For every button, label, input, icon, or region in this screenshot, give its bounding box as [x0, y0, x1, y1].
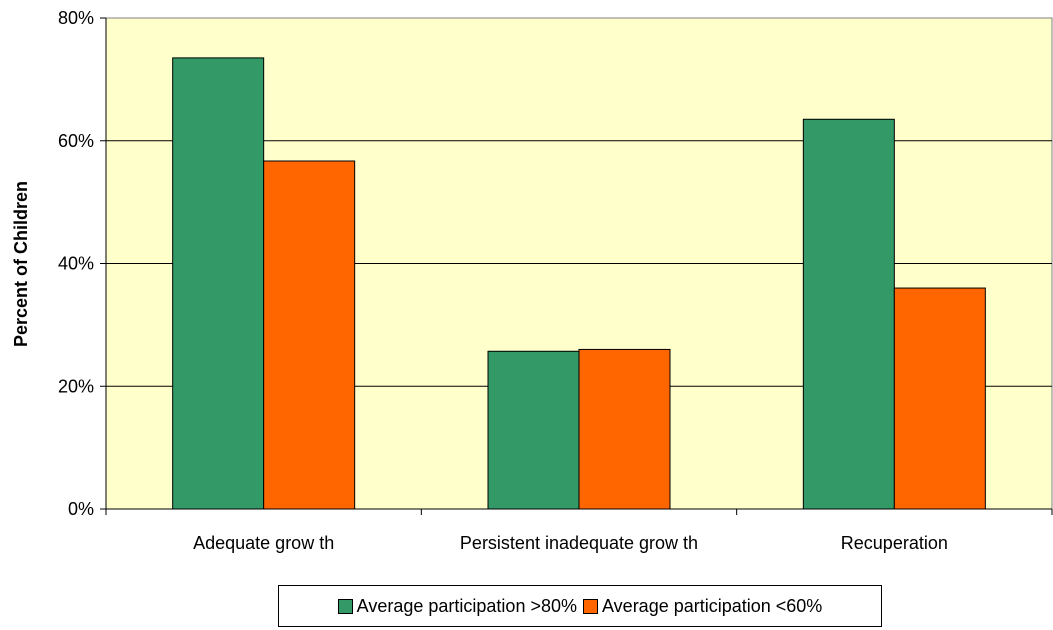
- y-tick-label: 40%: [58, 254, 94, 274]
- legend-label-series-1: Average participation >80%: [356, 595, 577, 616]
- bar-series-2-3: [893, 287, 986, 510]
- y-tick-label: 80%: [58, 8, 94, 28]
- legend-label-series-2: Average participation <60%: [602, 595, 823, 616]
- legend: Average participation >80% Average parti…: [278, 585, 882, 627]
- bars: [172, 57, 986, 510]
- legend-item-series-2: Average participation <60%: [583, 596, 822, 617]
- x-ticks: Adequate grow th Persistent inadequate gr…: [105, 509, 1053, 553]
- y-tick-label: 0%: [68, 499, 94, 519]
- legend-item-series-1: Average participation >80%: [337, 595, 577, 617]
- legend-swatch-series-2: [583, 598, 598, 614]
- y-ticks: 0% 20% 40% 60% 80%: [58, 8, 106, 519]
- bar-series-2-2: [578, 348, 671, 510]
- chart: 0% 20% 40% 60% 80% Adequate grow th Persisten…: [11, 8, 1053, 553]
- x-tick-label: Persistent inadequate grow th: [460, 533, 698, 553]
- x-tick-label: Adequate grow th: [193, 533, 334, 553]
- x-tick-label: Recuperation: [841, 533, 948, 553]
- bar-series-2-1: [263, 160, 356, 510]
- bar-series-1-2: [487, 350, 580, 510]
- bar-series-1-1: [172, 57, 265, 510]
- y-axis-label: Percent of Children: [11, 181, 31, 347]
- legend-swatch-series-1: [337, 598, 353, 614]
- y-tick-label: 60%: [58, 131, 94, 151]
- y-tick-label: 20%: [58, 376, 94, 396]
- bar-series-1-3: [802, 118, 895, 510]
